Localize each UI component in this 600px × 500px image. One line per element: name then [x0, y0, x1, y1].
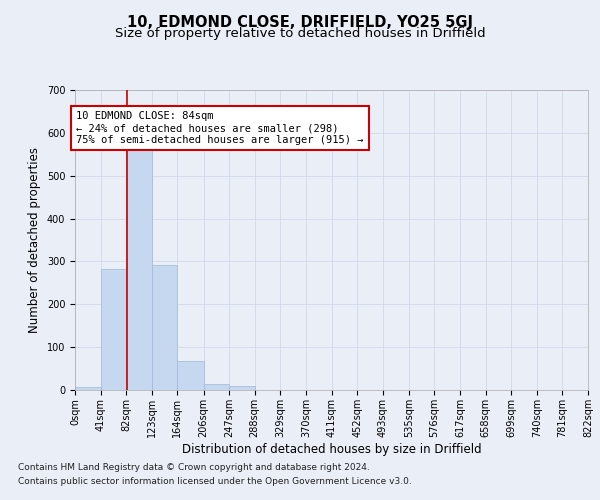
- Text: 10 EDMOND CLOSE: 84sqm
← 24% of detached houses are smaller (298)
75% of semi-de: 10 EDMOND CLOSE: 84sqm ← 24% of detached…: [76, 112, 364, 144]
- Bar: [101, 269, 126, 390]
- X-axis label: Distribution of detached houses by size in Driffield: Distribution of detached houses by size …: [182, 442, 481, 456]
- Bar: [229, 386, 255, 390]
- Bar: [126, 150, 152, 390]
- Bar: [203, 384, 229, 390]
- Bar: [75, 386, 101, 390]
- Text: 10, EDMOND CLOSE, DRIFFIELD, YO25 5GJ: 10, EDMOND CLOSE, DRIFFIELD, YO25 5GJ: [127, 15, 473, 30]
- Text: Contains public sector information licensed under the Open Government Licence v3: Contains public sector information licen…: [18, 477, 412, 486]
- Bar: [178, 361, 203, 390]
- Text: Size of property relative to detached houses in Driffield: Size of property relative to detached ho…: [115, 28, 485, 40]
- Y-axis label: Number of detached properties: Number of detached properties: [28, 147, 41, 333]
- Bar: [152, 265, 178, 390]
- Text: Contains HM Land Registry data © Crown copyright and database right 2024.: Contains HM Land Registry data © Crown c…: [18, 464, 370, 472]
